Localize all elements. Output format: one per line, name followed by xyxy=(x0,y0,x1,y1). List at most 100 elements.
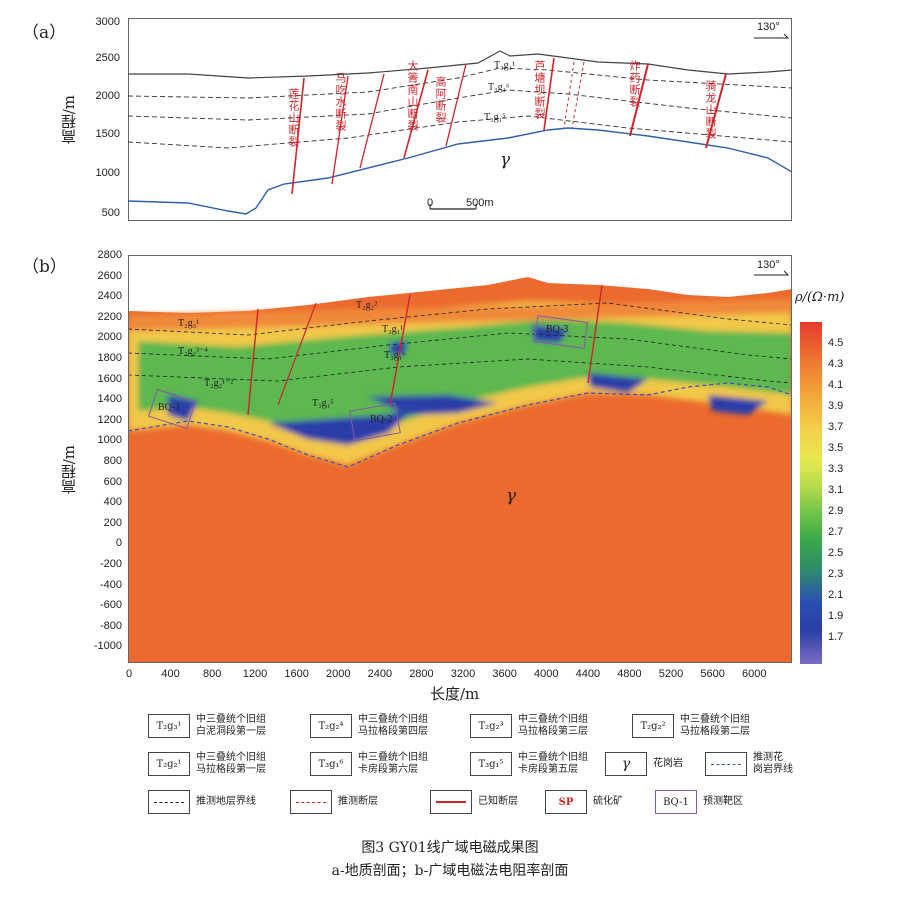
panel-a-section xyxy=(128,18,792,221)
orientation-arrow xyxy=(754,33,790,39)
legend-label: 预测靶区 xyxy=(703,796,743,808)
panel-b-y-tick: 2600 xyxy=(97,269,122,282)
target-label: BQ-3 xyxy=(546,324,569,335)
panel-a-y-tick: 1000 xyxy=(95,167,120,179)
legend-label: 中三叠统个旧组 马拉格段第二层 xyxy=(680,714,750,738)
known-fault xyxy=(705,73,727,149)
panel-a-y-tick: 500 xyxy=(101,207,120,219)
legend-label: 硫化矿 xyxy=(593,796,623,808)
colorbar-tick: 3.7 xyxy=(828,421,844,433)
legend-label-line: 马拉格段第四层 xyxy=(358,726,428,737)
panel-b-y-tick: 800 xyxy=(103,455,122,467)
colorbar-tick: 2.3 xyxy=(828,568,844,580)
stratum-label: T₂g₃¹ xyxy=(178,318,200,329)
legend-label-line: 中三叠统个旧组 xyxy=(680,714,750,725)
colorbar-tick: 3.3 xyxy=(828,463,844,475)
stratum-label: T₂g₂¹⁻² xyxy=(204,378,234,389)
legend-symbol xyxy=(430,790,472,814)
fault-label: 高阿断裂 xyxy=(434,76,447,124)
panel-b-y-tick: 1800 xyxy=(97,352,122,364)
legend-label: 中三叠统个旧组 白泥洞段第一层 xyxy=(196,714,266,738)
stratum-label: T₃g₁⁶ xyxy=(488,82,510,93)
inferred-fault xyxy=(571,61,585,129)
panel-b-y-tick: 1200 xyxy=(97,413,122,426)
legend-symbol xyxy=(705,752,747,776)
known-fault xyxy=(291,77,305,195)
legend-label-line: 岗岩界线 xyxy=(753,764,793,775)
topography-line xyxy=(128,50,792,79)
panel-b-y-tick: 1600 xyxy=(97,372,122,385)
legend-label: 推测断层 xyxy=(338,796,378,808)
legend-symbol-text: T₂g₂² xyxy=(640,720,666,732)
panel-a-y-tick: 2500 xyxy=(95,52,120,64)
stratum-label: T₂g₂² xyxy=(356,300,378,311)
legend-symbol-text: T₂g₂¹ xyxy=(156,758,182,770)
fault-label: 莲花山断裂 xyxy=(287,88,300,148)
target-label: BQ-2 xyxy=(370,414,393,425)
legend-symbol-text: T₃g₁⁵ xyxy=(478,758,504,770)
known-fault xyxy=(629,63,649,137)
figure-caption-subtitle: a-地质剖面；b-广域电磁法电阻率剖面 xyxy=(331,863,569,879)
legend-symbol xyxy=(148,790,190,814)
fault-label: 大箐南山断裂 xyxy=(406,60,419,132)
colorbar-tick: 4.5 xyxy=(828,337,844,349)
panel-a-y-tick: 2000 xyxy=(95,90,120,102)
colorbar-tick: 2.7 xyxy=(828,526,844,538)
legend-symbol: T₂g₂³ xyxy=(470,714,512,738)
colorbar xyxy=(800,322,822,664)
panel-b-y-tick: -800 xyxy=(99,619,122,632)
known-fault xyxy=(587,284,603,384)
known-fault xyxy=(247,308,259,416)
panel-b-y-tick: 600 xyxy=(103,475,122,488)
legend-label-line: 硫化矿 xyxy=(593,796,623,807)
legend-label-line: 中三叠统个旧组 xyxy=(358,752,428,763)
panel-b-orientation: 130° xyxy=(757,259,780,271)
panel-b-y-tick: 0 xyxy=(115,537,122,550)
panel-b-y-tick: 2400 xyxy=(97,290,122,303)
legend-label-line: 推测断层 xyxy=(338,796,378,807)
legend-label: 已知断层 xyxy=(478,796,518,808)
scale-zero-label: 0 xyxy=(427,197,434,209)
panel-b-y-tick: 400 xyxy=(103,496,122,509)
stratum-boundary xyxy=(128,115,792,149)
known-fault xyxy=(543,57,555,131)
colorbar-tick: 2.1 xyxy=(828,589,844,601)
panel-b-x-tick: 400 xyxy=(161,668,180,680)
legend-symbol-text: SP xyxy=(558,796,574,808)
panel-b-x-tick: 2800 xyxy=(409,668,434,680)
legend-label-line: 预测靶区 xyxy=(703,796,743,807)
legend-label-line: 中三叠统个旧组 xyxy=(196,752,266,763)
panel-a-y-tick: 1500 xyxy=(95,128,120,140)
granite-symbol: γ xyxy=(500,150,511,170)
known-fault xyxy=(277,302,317,406)
stratum-label: T₃g₁⁵ xyxy=(312,398,334,409)
inferred-fault-swatch xyxy=(296,801,326,803)
stratum-boundary xyxy=(128,332,792,360)
panel-b-y-tick: 1400 xyxy=(97,393,122,406)
stratum-boundary xyxy=(128,67,792,99)
panel-b-x-tick: 1600 xyxy=(284,668,309,680)
colorbar-tick: 3.5 xyxy=(828,442,844,454)
legend-label-line: 白泥洞段第一层 xyxy=(196,726,266,737)
inferred-fault xyxy=(563,61,575,129)
legend-label-line: 卡房段第六层 xyxy=(358,764,418,775)
colorbar-tick: 2.9 xyxy=(828,505,844,517)
colorbar-tick: 4.1 xyxy=(828,379,844,391)
legend-label-line: 马拉格段第一层 xyxy=(196,764,266,775)
legend-symbol-text: T₂g₂⁴ xyxy=(318,720,344,732)
panel-b-x-tick: 1200 xyxy=(242,668,268,680)
panel-b-y-tick: 2000 xyxy=(97,331,122,344)
panel-b-x-tick: 4400 xyxy=(575,668,601,680)
legend-label: 中三叠统个旧组 马拉格段第四层 xyxy=(358,714,428,738)
known-fault xyxy=(389,294,411,406)
legend-symbol-text: BQ-1 xyxy=(663,796,689,808)
known-fault xyxy=(359,73,385,169)
panel-a-y-axis-title: 高程/m xyxy=(60,95,78,145)
fault-label: 炸药断裂 xyxy=(628,60,641,108)
known-fault-swatch xyxy=(436,801,466,803)
colorbar-tick: 2.5 xyxy=(828,547,844,559)
known-fault xyxy=(331,75,349,185)
legend-label: 中三叠统个旧组 马拉格段第一层 xyxy=(196,752,266,776)
legend-label: 中三叠统个旧组 卡房段第六层 xyxy=(358,752,428,776)
stratum-boundary-swatch xyxy=(154,801,184,803)
